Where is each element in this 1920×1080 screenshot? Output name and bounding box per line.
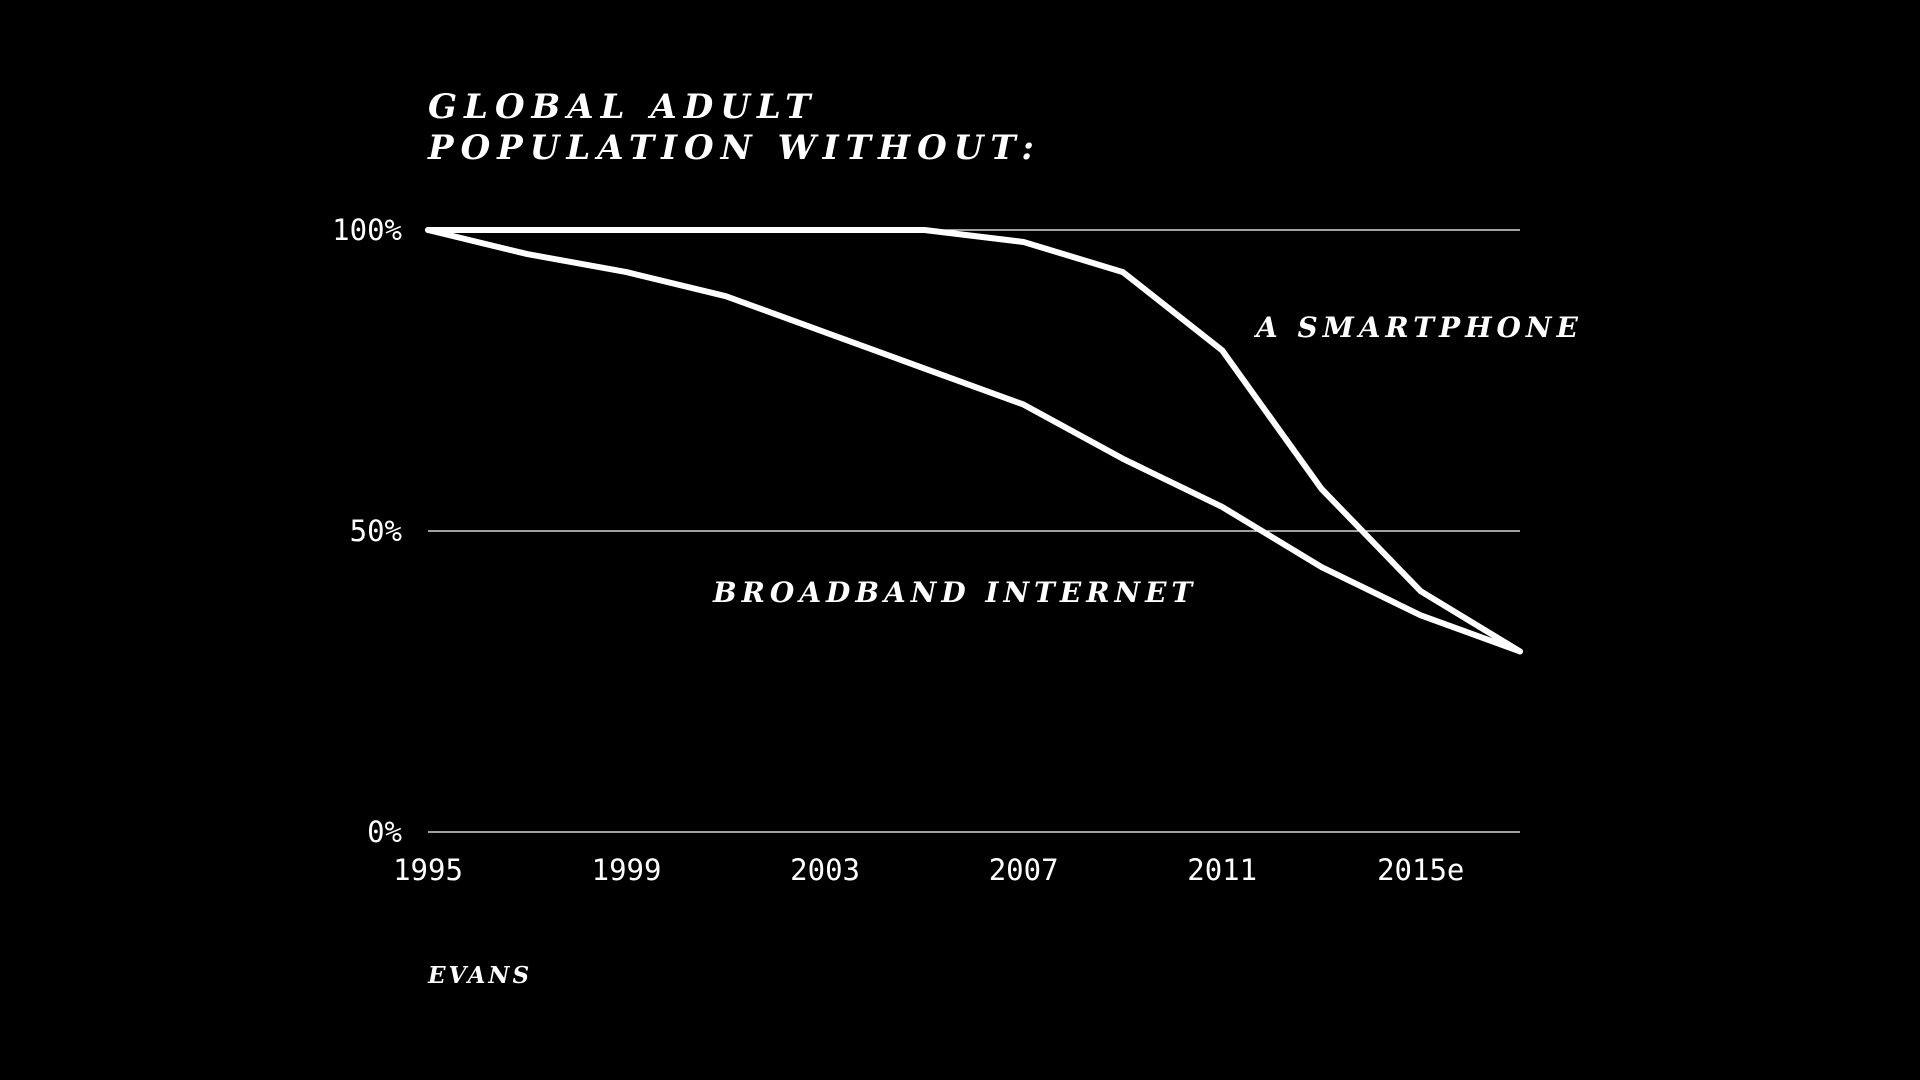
series-line-smartphone	[425, 227, 1523, 655]
y-tick-label-0: 0%	[367, 815, 402, 849]
x-tick-label-1999: 1999	[592, 853, 662, 887]
x-tick-label-2015e: 2015e	[1377, 853, 1464, 887]
x-tick-label-2003: 2003	[790, 853, 860, 887]
x-tick-label-2011: 2011	[1187, 853, 1257, 887]
chart-title-line-1: GLOBAL ADULT	[428, 87, 817, 127]
y-tick-label-50: 50%	[350, 514, 402, 548]
x-tick-label-1995: 1995	[393, 853, 463, 887]
source-credit: EVANS	[427, 962, 532, 989]
x-axis-tick-labels: 1995 1999 2003 2007 2011 2015e	[393, 853, 1464, 887]
x-tick-label-2007: 2007	[989, 853, 1059, 887]
series-label-broadband: BROADBAND INTERNET	[712, 576, 1197, 609]
series-label-smartphone: A SMARTPHONE	[1253, 311, 1583, 344]
chart-title-line-2: POPULATION WITHOUT:	[427, 128, 1041, 168]
series-lines	[425, 227, 1523, 655]
series-line-broadband	[425, 227, 1523, 655]
y-axis-tick-labels: 0% 50% 100%	[332, 213, 402, 849]
y-tick-label-100: 100%	[332, 213, 402, 247]
